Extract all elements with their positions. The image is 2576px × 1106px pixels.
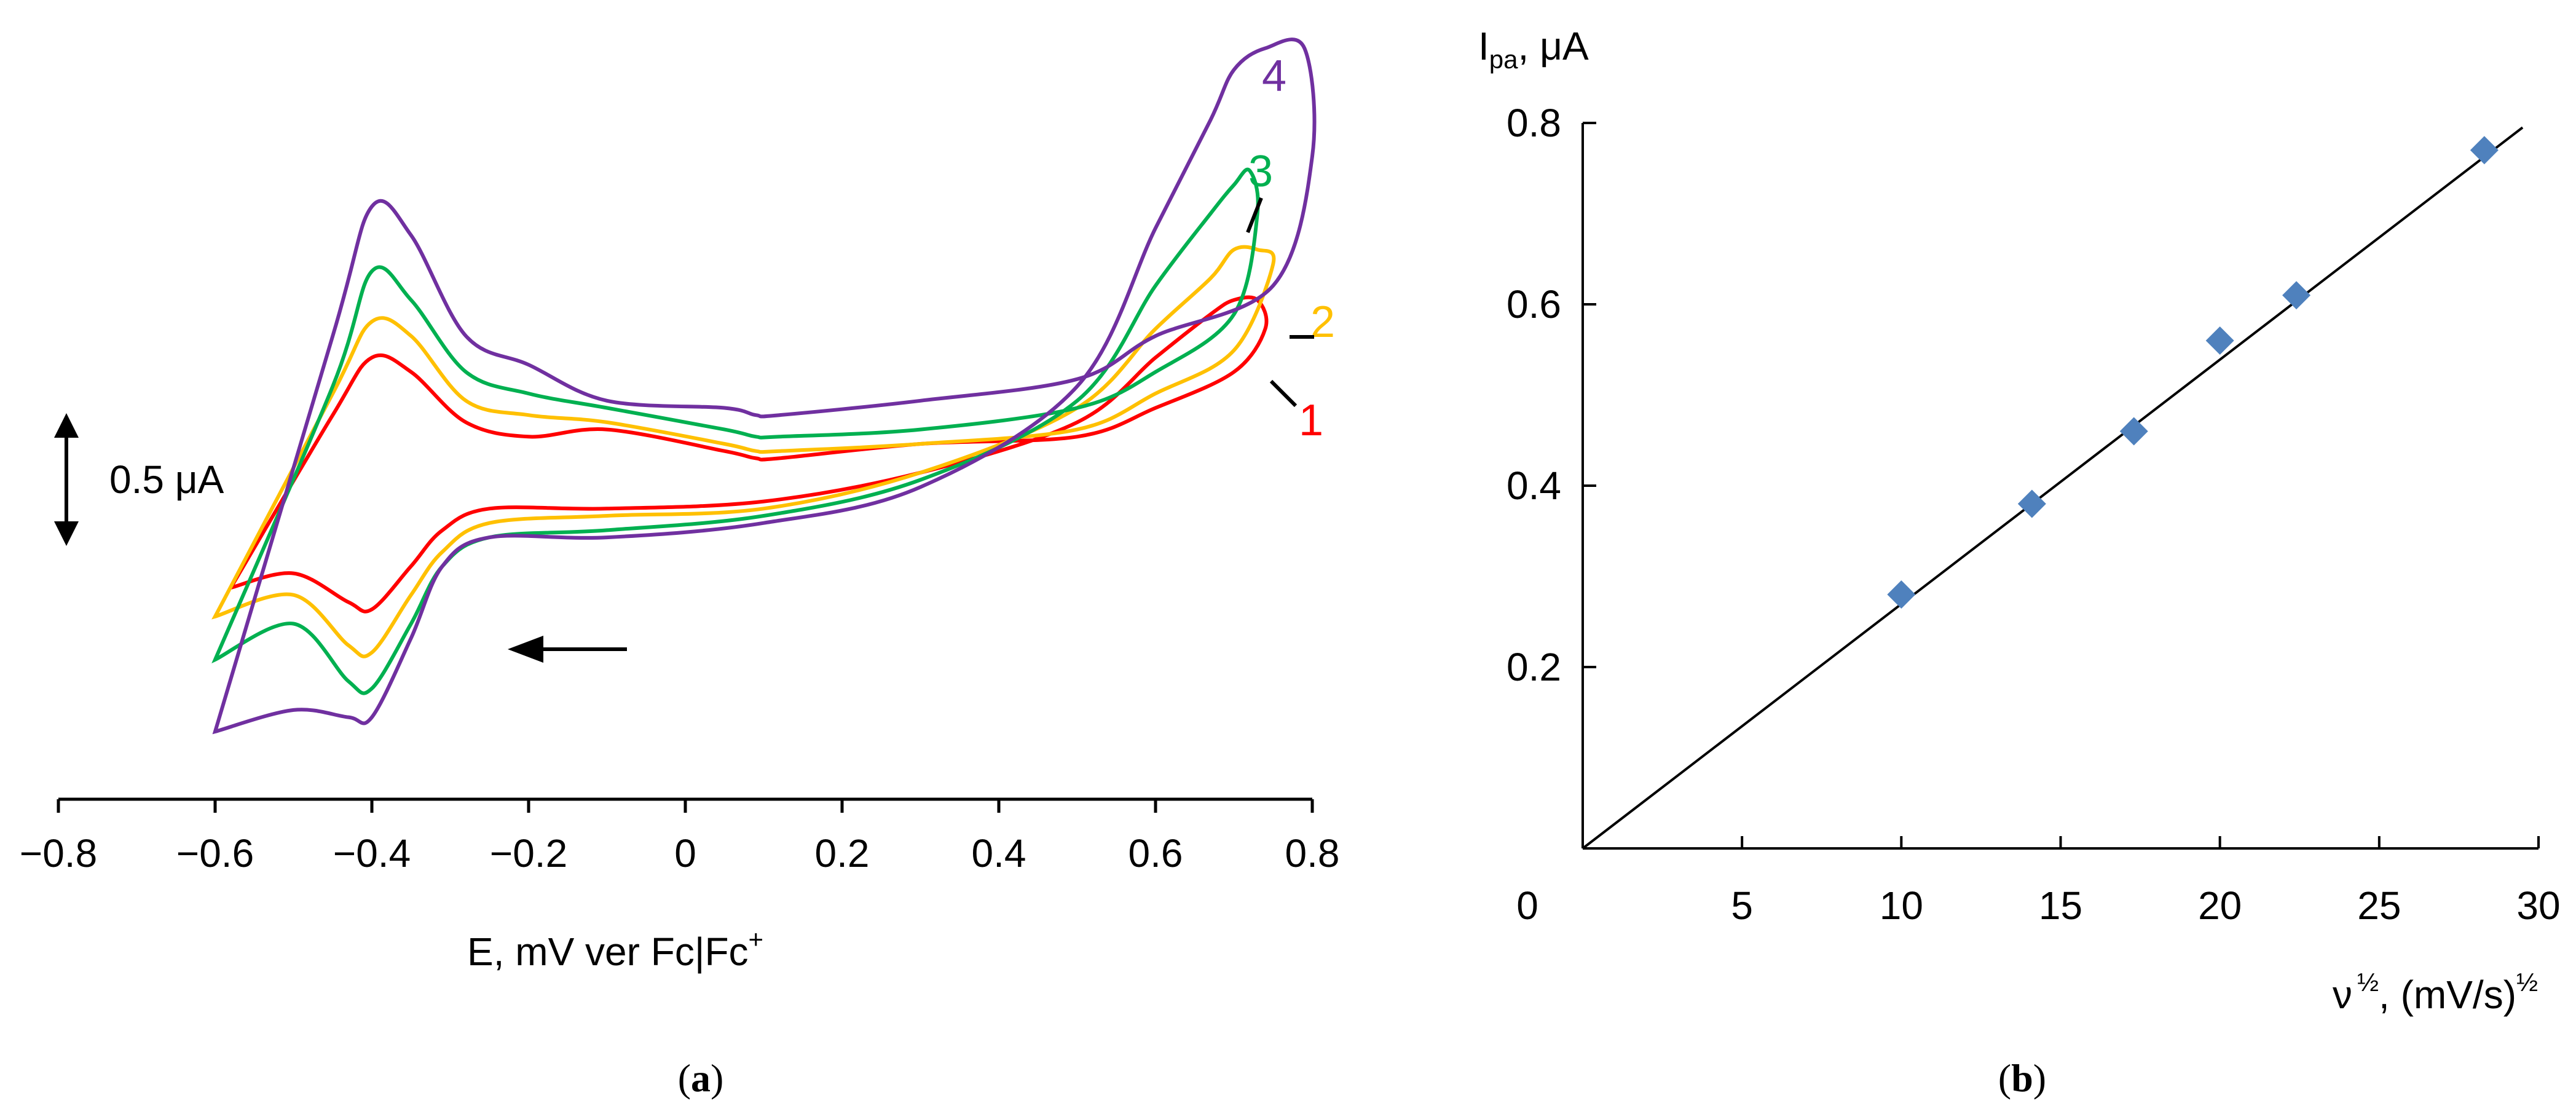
y-axis-title-b-unit: , μA (1518, 24, 1589, 68)
y-axis-title-b-sub: pa (1489, 45, 1518, 74)
x-tick-label-a: 0.8 (1285, 831, 1340, 875)
x-tick-label-a: 0.2 (815, 831, 870, 875)
scale-bar-label: 0.5 μA (109, 457, 224, 502)
scan-direction-arrow-icon (508, 636, 543, 663)
panel-a-cyclic-voltammogram: −0.8 −0.6 −0.4 −0.2 0 0.2 0.4 0.6 0.8 E, mV ver … (20, 38, 1340, 1100)
x-axis-title-a-text: E, mV ver Fc|Fc (467, 930, 749, 974)
x-axis-title-b-sup1: ½ (2357, 968, 2379, 997)
panel-a-caption-letter: a (691, 1056, 711, 1100)
curve-label-3: 3 (1248, 147, 1273, 196)
data-point-diamond (2470, 136, 2499, 165)
leader-line-3 (1246, 197, 1263, 234)
x-axis-title-a: E, mV ver Fc|Fc+ (467, 925, 763, 974)
curve-label-1: 1 (1299, 396, 1323, 445)
x-tick-label-b: 20 (2198, 883, 2242, 928)
scan-direction-arrow (508, 636, 627, 663)
x-axis-title-a-sup: + (749, 925, 764, 954)
cv-curve-2 (211, 245, 1276, 658)
x-tick-label-a: 0.4 (972, 831, 1026, 875)
x-tick-label-b: 5 (1731, 883, 1753, 928)
y-ticks-b: 0.2 0.4 0.6 0.8 (1507, 101, 1596, 689)
x-tick-label-a: −0.2 (490, 831, 567, 875)
x-tick-label-a: −0.4 (333, 831, 411, 875)
x-tick-label-a: 0 (674, 831, 696, 875)
x-axis-title-b-sup2: ½ (2516, 968, 2538, 997)
y-tick-label-b: 0.4 (1507, 464, 1561, 508)
panel-b-caption: (b) (1998, 1056, 2046, 1100)
x-axis-title-b-unit: , (mV/s) (2379, 973, 2516, 1017)
x-tick-label-b: 30 (2516, 883, 2560, 928)
x-tick-label-b: 10 (1880, 883, 1923, 928)
x-axis-title-b: ν ½, (mV/s)½ (2333, 968, 2538, 1017)
x-ticks-a: −0.8 −0.6 −0.4 −0.2 0 0.2 0.4 0.6 0.8 (20, 799, 1340, 875)
x-ticks-b: 0 5 10 15 20 25 30 (1516, 836, 2561, 928)
data-point-diamond (2282, 281, 2311, 310)
y-axis-title-b-main: I (1478, 24, 1489, 68)
panel-a-caption: (a) (678, 1056, 724, 1100)
panel-b-current-vs-scanrate: 0.20.40.60.8 0 5 10 15 20 25 30 Ipa, μA ν ½, (m… (1478, 24, 2561, 1100)
x-tick-label-a: 0.6 (1128, 831, 1183, 875)
fit-line (1581, 126, 2524, 850)
curve-label-2: 2 (1310, 298, 1335, 347)
panel-b-caption-letter: b (2011, 1056, 2033, 1100)
scale-bar (54, 413, 79, 546)
data-point-diamond (2017, 489, 2046, 518)
curve-labels: 1 2 3 4 (1246, 52, 1335, 445)
cv-curves (211, 38, 1317, 735)
x-tick-label-b: 15 (2039, 883, 2082, 928)
y-axis-title-b: Ipa, μA (1478, 24, 1589, 74)
cv-curve-4 (212, 38, 1317, 735)
y-tick-label-b: 0.8 (1507, 101, 1561, 145)
x-tick-label-a: −0.6 (176, 831, 254, 875)
x-axis-title-b-main: ν (2333, 973, 2352, 1017)
cv-curve-1 (227, 295, 1269, 614)
data-point-diamond (1887, 580, 1916, 609)
x-tick-label-b: 25 (2357, 883, 2401, 928)
scale-bar-arrow-up-icon (54, 413, 79, 438)
x-tick-label-a: −0.8 (20, 831, 97, 875)
scale-bar-arrow-down-icon (54, 521, 79, 546)
data-points (1887, 136, 2499, 609)
leader-line-1 (1269, 379, 1298, 408)
data-point-diamond (2119, 417, 2148, 446)
y-tick-label-b: 0.6 (1507, 282, 1561, 326)
data-point-diamond (2205, 326, 2234, 355)
y-tick-label-b: 0.2 (1507, 645, 1561, 689)
curve-label-4: 4 (1262, 52, 1286, 101)
x-tick-label-b: 0 (1516, 883, 1538, 928)
